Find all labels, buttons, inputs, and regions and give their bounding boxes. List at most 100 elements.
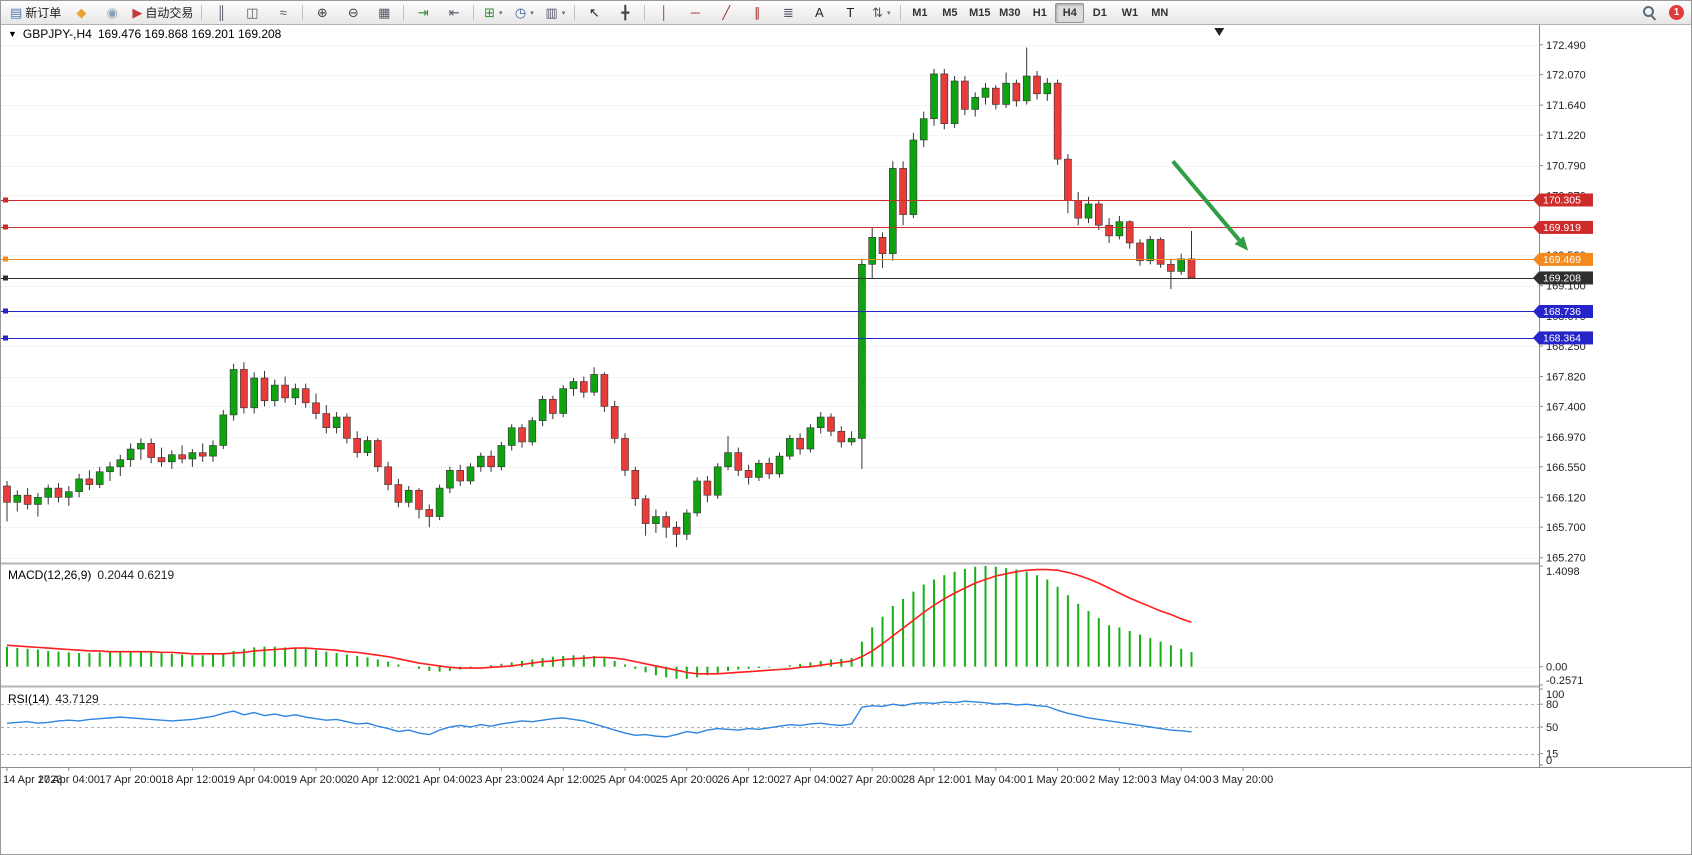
svg-text:19 Apr 20:00: 19 Apr 20:00 — [285, 774, 347, 786]
zoom-in-button[interactable]: ⊕ — [307, 2, 337, 24]
periods-button[interactable]: ◷ ▾ — [509, 2, 539, 24]
svg-text:20 Apr 12:00: 20 Apr 12:00 — [347, 774, 409, 786]
macd-histogram — [6, 565, 1193, 679]
horizontal-line-button[interactable]: ─ — [680, 2, 710, 24]
svg-text:166.970: 166.970 — [1546, 432, 1586, 444]
search-button[interactable] — [1634, 2, 1664, 24]
svg-text:167.820: 167.820 — [1546, 372, 1586, 384]
line-handle[interactable] — [3, 308, 8, 314]
new-order-label: 新订单 — [25, 6, 62, 20]
horizontal-price-lines[interactable] — [1, 197, 1539, 341]
text-label-icon: T — [846, 5, 855, 20]
line-handle[interactable] — [3, 197, 8, 203]
community-icon: ◉ — [106, 5, 118, 20]
text-label-button[interactable]: T — [835, 2, 865, 24]
svg-text:166.120: 166.120 — [1546, 492, 1586, 504]
trend-arrow-annotation[interactable] — [1171, 159, 1249, 251]
svg-text:15: 15 — [1546, 749, 1558, 761]
timeframe-MN[interactable]: MN — [1151, 6, 1169, 19]
candlestick-chart-icon: ◫ — [246, 5, 259, 20]
timeframe-M30[interactable]: M30 — [999, 6, 1021, 19]
text-button[interactable]: A — [804, 2, 834, 24]
chart-shift-button[interactable]: ⇤ — [439, 2, 469, 24]
timeframe-M1[interactable]: M1 — [912, 6, 928, 19]
svg-text:50: 50 — [1546, 722, 1558, 734]
line-handle[interactable] — [3, 275, 8, 281]
timeframe-M15[interactable]: M15 — [969, 6, 991, 19]
svg-text:169.919: 169.919 — [1543, 222, 1581, 234]
svg-text:168.736: 168.736 — [1543, 306, 1581, 318]
svg-text:21 Apr 04:00: 21 Apr 04:00 — [408, 774, 470, 786]
timeframe-H4[interactable]: H4 — [1055, 2, 1085, 23]
svg-text:170.790: 170.790 — [1546, 161, 1586, 173]
autotrading-button[interactable]: ▶ 自动交易 — [128, 2, 197, 24]
svg-text:172.490: 172.490 — [1546, 40, 1586, 52]
svg-text:25 Apr 04:00: 25 Apr 04:00 — [594, 774, 656, 786]
line-handle[interactable] — [3, 256, 8, 262]
autotrading-icon: ▶ — [132, 5, 143, 20]
notification-badge[interactable]: 1 — [1669, 5, 1684, 20]
svg-text:172.070: 172.070 — [1546, 70, 1586, 82]
templates-button[interactable]: ▥ ▾ — [540, 2, 570, 24]
auto-scroll-button[interactable]: ⇥ — [408, 2, 438, 24]
svg-text:23 Apr 23:00: 23 Apr 23:00 — [470, 774, 532, 786]
indicators-button[interactable]: ⊞ ▾ — [478, 2, 508, 24]
svg-text:18 Apr 12:00: 18 Apr 12:00 — [161, 774, 223, 786]
metaquotes-icon: ◆ — [76, 5, 87, 20]
community-button[interactable]: ◉ — [97, 2, 127, 24]
chart-background — [1, 25, 1691, 854]
svg-text:1 May 04:00: 1 May 04:00 — [966, 774, 1027, 786]
fibonacci-button[interactable]: ≣ — [773, 2, 803, 24]
crosshair-button[interactable]: ╋ — [610, 2, 640, 24]
zoom-out-button[interactable]: ⊖ — [338, 2, 368, 24]
trendline-button[interactable]: ╱ — [711, 2, 741, 24]
bar-chart-icon: ║ — [216, 5, 226, 20]
indicators-caret-icon: ▾ — [499, 9, 503, 17]
svg-text:27 Apr 20:00: 27 Apr 20:00 — [841, 774, 903, 786]
timeframe-W1[interactable]: W1 — [1121, 6, 1139, 19]
toolbar-separator — [302, 4, 304, 21]
channel-button[interactable]: ∥ — [742, 2, 772, 24]
svg-text:3 May 20:00: 3 May 20:00 — [1213, 774, 1274, 786]
tile-windows-button[interactable]: ▦ — [369, 2, 399, 24]
metaquotes-button[interactable]: ◆ — [66, 2, 96, 24]
svg-text:0: 0 — [1546, 755, 1552, 767]
svg-text:80: 80 — [1546, 699, 1558, 711]
line-handle[interactable] — [3, 335, 8, 341]
chart-area: 172.490 172.070 171.640 171.220 170.790 170.3… — [1, 25, 1692, 855]
panel-separator[interactable] — [1, 562, 1692, 565]
trendline-icon: ╱ — [722, 5, 731, 20]
svg-text:165.270: 165.270 — [1546, 553, 1586, 565]
price-scale[interactable]: 172.490 172.070 171.640 171.220 170.790 170.3… — [1539, 25, 1692, 767]
periods-icon: ◷ — [514, 5, 527, 20]
line-chart-icon: ≈ — [279, 5, 287, 20]
svg-text:169.469: 169.469 — [1543, 254, 1581, 266]
line-chart-button[interactable]: ≈ — [268, 2, 298, 24]
timeframe-D1[interactable]: D1 — [1092, 6, 1107, 19]
arrows-button[interactable]: ⇅ ▾ — [866, 2, 896, 24]
svg-text:168.364: 168.364 — [1543, 332, 1581, 344]
timeframe-H1[interactable]: H1 — [1032, 6, 1047, 19]
last-bar-marker-icon — [1214, 28, 1225, 36]
svg-text:27 Apr 04:00: 27 Apr 04:00 — [779, 774, 841, 786]
svg-text:165.700: 165.700 — [1546, 522, 1586, 534]
candlestick-chart-button[interactable]: ◫ — [237, 2, 267, 24]
panel-separator[interactable] — [1, 685, 1692, 688]
periods-caret-icon: ▾ — [530, 9, 534, 17]
svg-text:166.550: 166.550 — [1546, 462, 1586, 474]
svg-text:19 Apr 04:00: 19 Apr 04:00 — [223, 774, 285, 786]
templates-icon: ▥ — [545, 5, 558, 20]
cursor-button[interactable]: ↖ — [579, 2, 609, 24]
new-order-button[interactable]: ▤ 新订单 — [6, 2, 65, 24]
vertical-line-button[interactable]: │ — [649, 2, 679, 24]
timeframe-M5[interactable]: M5 — [942, 6, 958, 19]
toolbar-separator — [473, 4, 475, 21]
chart-canvas[interactable]: 172.490 172.070 171.640 171.220 170.790 170.3… — [1, 25, 1692, 855]
line-handle[interactable] — [3, 224, 8, 230]
one-click-trading-toggle-icon[interactable]: ▼ — [8, 29, 17, 39]
zoom-in-icon: ⊕ — [316, 5, 328, 20]
svg-text:14 Apr 2023: 14 Apr 2023 — [3, 774, 62, 786]
bar-chart-button[interactable]: ║ — [206, 2, 236, 24]
svg-text:170.305: 170.305 — [1543, 195, 1581, 207]
